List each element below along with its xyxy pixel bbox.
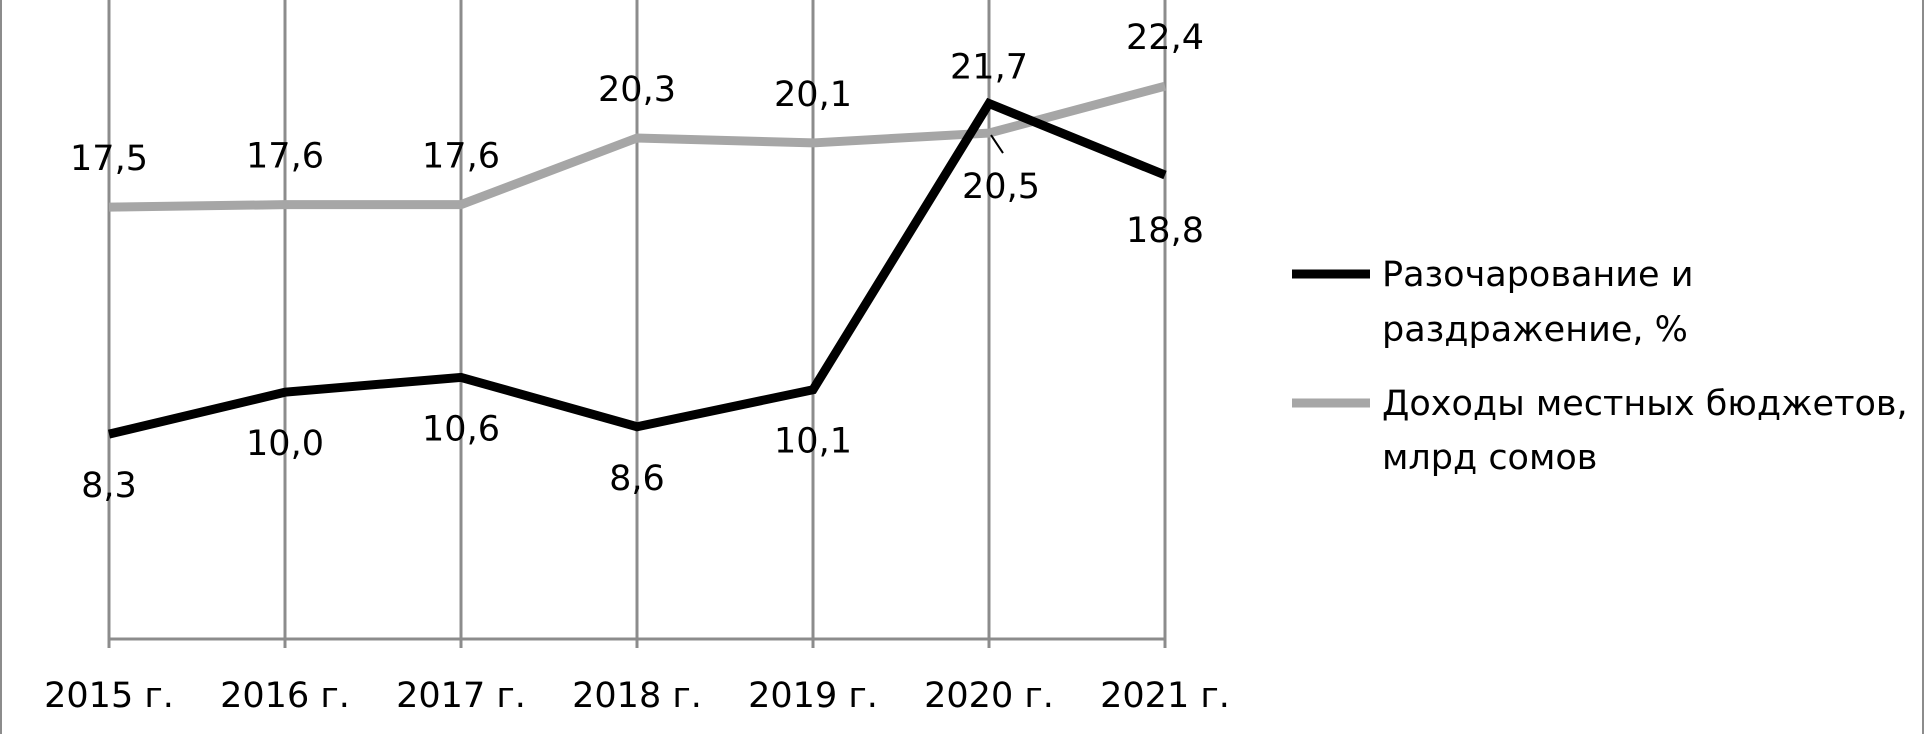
data-label-frustration: 10,6 bbox=[422, 409, 500, 449]
x-tick-label: 2019 г. bbox=[748, 676, 878, 716]
data-label-budget-revenue: 22,4 bbox=[1126, 18, 1204, 58]
legend-item-frustration: Разочарование и раздражение, % bbox=[1292, 255, 1693, 350]
x-tick-label: 2015 г. bbox=[44, 676, 174, 716]
x-tick-label: 2018 г. bbox=[572, 676, 702, 716]
data-label-budget-revenue: 17,5 bbox=[70, 139, 148, 179]
x-tick-label: 2016 г. bbox=[220, 676, 350, 716]
data-label-budget-revenue: 17,6 bbox=[246, 137, 324, 177]
data-label-frustration: 18,8 bbox=[1126, 211, 1204, 251]
legend-label-line1: Разочарование и bbox=[1382, 255, 1693, 295]
x-tick-label: 2017 г. bbox=[396, 676, 526, 716]
data-label-budget-revenue: 20,3 bbox=[598, 70, 676, 110]
data-label-budget-revenue: 20,5 bbox=[962, 167, 1040, 207]
x-tick-label: 2021 г. bbox=[1100, 676, 1230, 716]
legend-label-line2: раздражение, % bbox=[1382, 310, 1688, 350]
legend-label-line2: млрд сомов bbox=[1382, 438, 1597, 478]
data-label-budget-revenue: 17,6 bbox=[422, 137, 500, 177]
data-label-frustration: 8,6 bbox=[609, 459, 665, 499]
data-label-frustration: 21,7 bbox=[950, 47, 1028, 87]
data-label-frustration: 8,3 bbox=[81, 466, 137, 506]
x-axis: 2015 г. 2016 г. 2017 г. 2018 г. 2019 г. 2020 … bbox=[44, 637, 1230, 716]
series-lines bbox=[107, 81, 1167, 439]
legend: Разочарование и раздражение, % Доходы мест… bbox=[1292, 255, 1908, 478]
x-tick-label: 2020 г. bbox=[924, 676, 1054, 716]
legend-label-line1: Доходы местных бюджетов, bbox=[1382, 384, 1908, 424]
data-label-budget-revenue: 20,1 bbox=[774, 75, 852, 115]
data-label-frustration: 10,0 bbox=[246, 424, 324, 464]
label-leader-line bbox=[990, 134, 1004, 154]
data-label-frustration: 10,1 bbox=[774, 422, 852, 462]
data-labels: 8,3 10,0 10,6 8,6 10,1 21,7 18,8 17,5 17,6 17,6 20… bbox=[70, 18, 1204, 506]
legend-item-budget-revenue: Доходы местных бюджетов, млрд сомов bbox=[1292, 384, 1908, 478]
